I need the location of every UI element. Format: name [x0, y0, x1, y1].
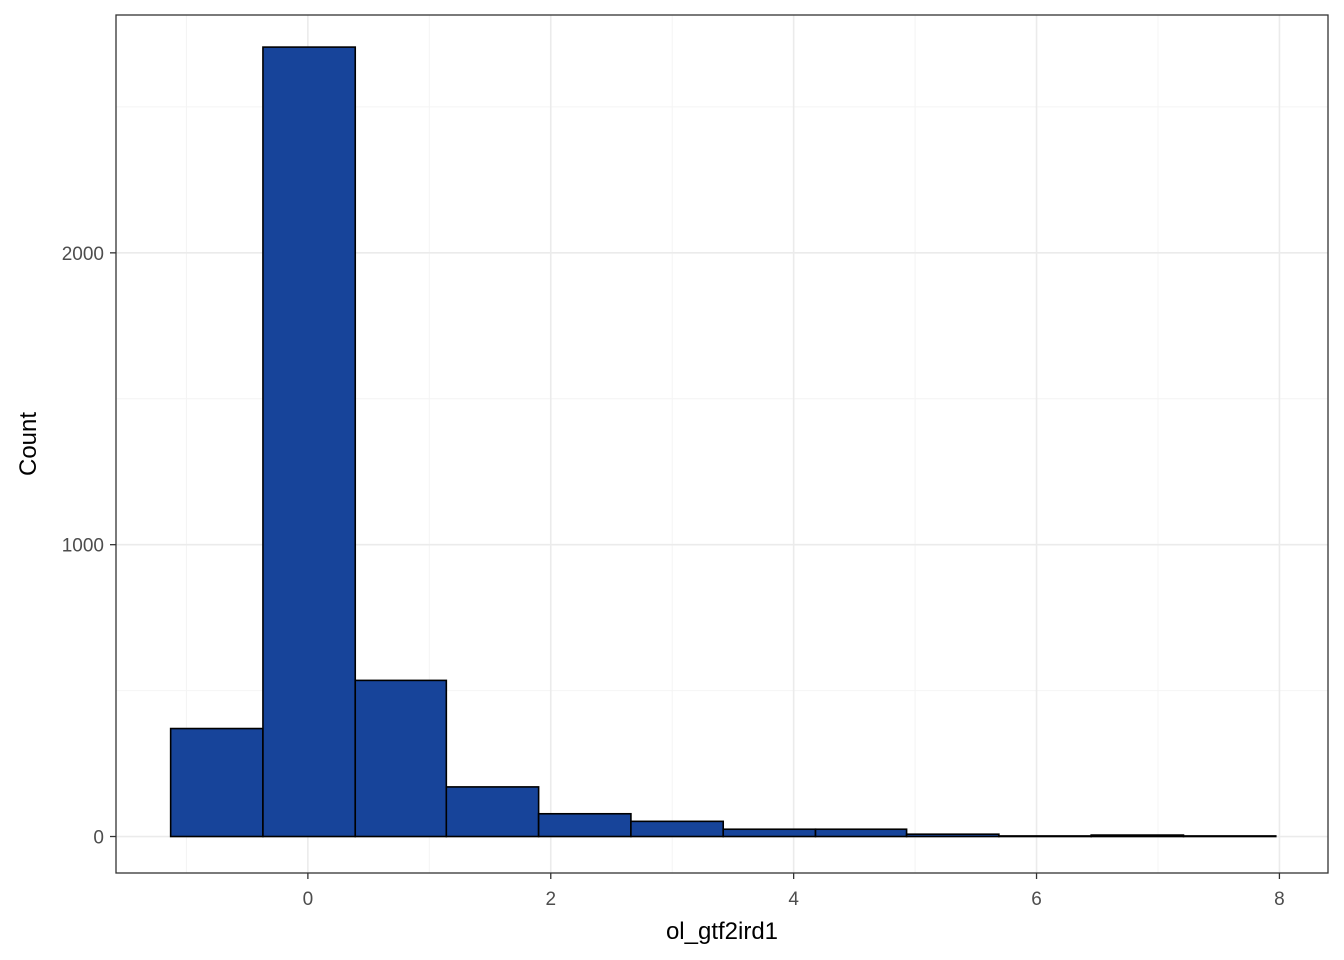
histogram-bar-4 — [537, 812, 632, 838]
histogram-bar-1 — [262, 46, 357, 838]
x-tick-label: 2 — [545, 889, 556, 910]
histogram-bar-3 — [445, 786, 540, 838]
histogram-bar-0 — [169, 727, 264, 838]
x-tick-label: 8 — [1274, 889, 1285, 910]
x-tick-label: 0 — [303, 889, 314, 910]
x-tick-label: 6 — [1031, 889, 1042, 910]
x-tick-label: 4 — [788, 889, 799, 910]
histogram-bars — [169, 46, 1277, 838]
x-axis: 0 2 4 6 8 — [303, 873, 1285, 910]
y-tick-label: 1000 — [62, 536, 104, 557]
x-axis-title: ol_gtf2ird1 — [666, 918, 778, 945]
histogram-bar-6 — [722, 828, 817, 838]
y-axis-title: Count — [15, 412, 42, 476]
histogram-bar-8 — [905, 833, 1000, 838]
y-axis: 0 1000 2000 — [62, 244, 116, 849]
y-tick-label: 0 — [93, 828, 104, 849]
histogram-bar-11 — [1182, 835, 1277, 838]
histogram-bar-5 — [630, 820, 725, 838]
histogram-bar-10 — [1090, 834, 1185, 838]
histogram-bar-7 — [814, 828, 908, 838]
histogram-bar-9 — [998, 835, 1092, 838]
histogram-bar-2 — [354, 679, 448, 838]
panel-border — [115, 14, 1329, 874]
y-tick-label: 2000 — [62, 244, 104, 265]
